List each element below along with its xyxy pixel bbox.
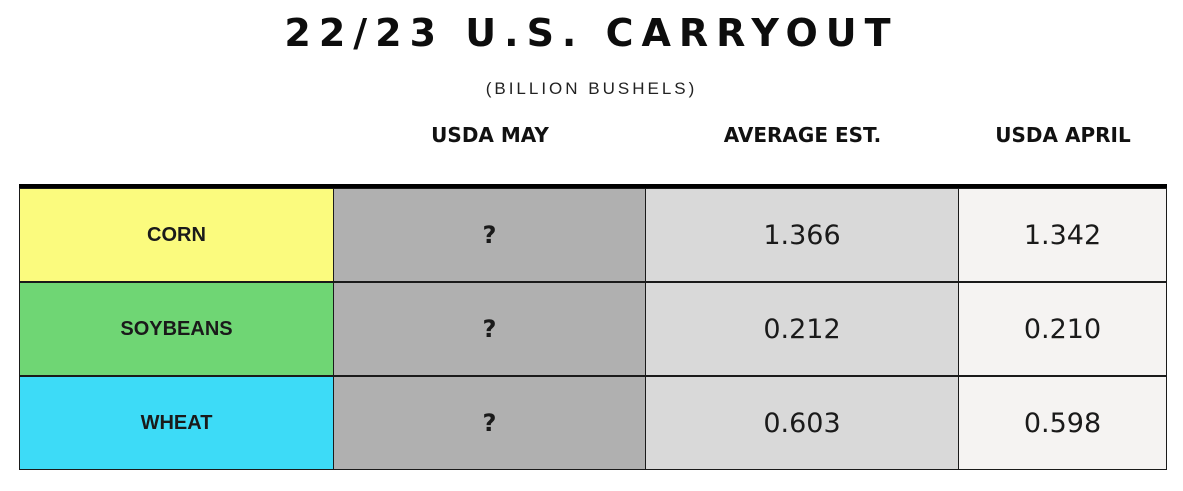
column-header-usda-may: USDA MAY: [431, 123, 549, 147]
cell-wheat-average-est: 0.603: [645, 376, 959, 470]
cell-soybeans-usda-april: 0.210: [958, 282, 1167, 376]
table-row-wheat: WHEAT ? 0.603 0.598: [19, 376, 1167, 470]
column-header-average-est: AVERAGE EST.: [723, 123, 882, 147]
row-label-wheat: WHEAT: [19, 376, 334, 470]
cell-corn-usda-april: 1.342: [958, 188, 1167, 282]
cell-soybeans-usda-may: ?: [333, 282, 646, 376]
row-label-corn: CORN: [19, 188, 334, 282]
table-row-corn: CORN ? 1.366 1.342: [19, 188, 1167, 282]
carryout-table: CORN ? 1.366 1.342 SOYBEANS ? 0.212 0.21…: [19, 184, 1167, 472]
chart-subtitle: (BILLION BUSHELS): [485, 79, 698, 98]
cell-corn-average-est: 1.366: [645, 188, 959, 282]
chart-title: 22/23 U.S. CARRYOUT: [284, 11, 899, 55]
row-label-soybeans: SOYBEANS: [19, 282, 334, 376]
column-header-usda-april: USDA APRIL: [995, 123, 1131, 147]
table-row-soybeans: SOYBEANS ? 0.212 0.210: [19, 282, 1167, 376]
cell-wheat-usda-april: 0.598: [958, 376, 1167, 470]
cell-wheat-usda-may: ?: [333, 376, 646, 470]
cell-corn-usda-may: ?: [333, 188, 646, 282]
cell-soybeans-average-est: 0.212: [645, 282, 959, 376]
